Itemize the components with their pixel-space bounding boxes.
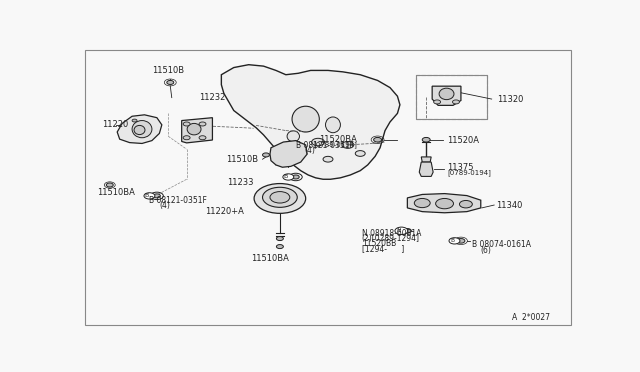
Text: 11510BA: 11510BA: [97, 187, 135, 197]
Text: (4): (4): [159, 201, 170, 211]
Circle shape: [270, 192, 290, 203]
Ellipse shape: [287, 131, 300, 142]
Circle shape: [262, 187, 297, 207]
Circle shape: [154, 194, 161, 198]
Text: B 08121-0351F: B 08121-0351F: [296, 141, 354, 150]
Circle shape: [199, 136, 206, 140]
Ellipse shape: [439, 88, 454, 100]
Polygon shape: [117, 115, 162, 144]
Text: 11232: 11232: [199, 93, 225, 102]
Text: N: N: [397, 228, 401, 233]
Polygon shape: [270, 141, 307, 167]
Text: B: B: [450, 238, 454, 243]
Circle shape: [183, 136, 190, 140]
Text: A  2*0027: A 2*0027: [511, 313, 550, 322]
Circle shape: [199, 122, 206, 126]
Circle shape: [457, 238, 465, 243]
Circle shape: [374, 137, 381, 142]
Circle shape: [414, 198, 430, 208]
Circle shape: [422, 137, 430, 142]
Text: 11320: 11320: [497, 94, 523, 103]
Text: 11510B: 11510B: [227, 155, 259, 164]
Polygon shape: [182, 118, 212, 143]
Text: 11510BA: 11510BA: [251, 254, 289, 263]
Circle shape: [292, 175, 300, 179]
Ellipse shape: [187, 124, 201, 135]
Text: 11375: 11375: [447, 163, 474, 172]
Circle shape: [452, 100, 460, 104]
Circle shape: [132, 119, 137, 122]
Circle shape: [262, 153, 269, 157]
Text: N 08918-6081A: N 08918-6081A: [362, 229, 421, 238]
Circle shape: [276, 244, 284, 248]
Text: B 08121-0351F: B 08121-0351F: [150, 196, 207, 205]
Text: 11520BB: 11520BB: [362, 239, 396, 248]
Circle shape: [395, 227, 408, 235]
Circle shape: [449, 238, 460, 244]
Circle shape: [144, 193, 155, 199]
Text: 11220+A: 11220+A: [205, 207, 244, 216]
Circle shape: [254, 183, 306, 214]
Circle shape: [323, 156, 333, 162]
Text: B: B: [145, 193, 149, 198]
Text: 11233: 11233: [227, 178, 253, 187]
Polygon shape: [416, 75, 486, 119]
Circle shape: [106, 183, 113, 187]
Polygon shape: [432, 86, 461, 105]
Text: (6): (6): [481, 246, 492, 254]
Circle shape: [167, 80, 173, 84]
Ellipse shape: [326, 117, 340, 133]
Text: [0789-0194]: [0789-0194]: [313, 141, 356, 148]
Ellipse shape: [132, 121, 152, 138]
Text: [0789-0194]: [0789-0194]: [447, 170, 491, 176]
Circle shape: [342, 141, 354, 148]
Circle shape: [460, 201, 472, 208]
Circle shape: [283, 174, 294, 180]
Circle shape: [403, 228, 412, 233]
Circle shape: [312, 138, 324, 146]
Polygon shape: [408, 193, 481, 213]
Polygon shape: [421, 157, 431, 162]
Text: 11520BA: 11520BA: [319, 135, 356, 144]
Text: (4): (4): [304, 146, 315, 155]
Ellipse shape: [134, 125, 145, 135]
Bar: [416, 75, 487, 119]
Circle shape: [434, 100, 440, 104]
Circle shape: [183, 122, 190, 126]
Text: B: B: [284, 174, 288, 179]
Polygon shape: [221, 65, 400, 179]
Text: B 08074-0161A: B 08074-0161A: [472, 240, 531, 249]
Text: (2)[0289-1294]: (2)[0289-1294]: [362, 234, 420, 243]
Circle shape: [276, 237, 284, 241]
Text: 11340: 11340: [495, 201, 522, 209]
Polygon shape: [419, 162, 433, 176]
Circle shape: [355, 151, 365, 156]
Circle shape: [436, 198, 454, 209]
Text: 11220: 11220: [102, 121, 129, 129]
Text: [1294-      ]: [1294- ]: [362, 244, 404, 253]
Text: 11520A: 11520A: [447, 136, 479, 145]
Text: 11510B: 11510B: [152, 66, 184, 75]
Ellipse shape: [292, 106, 319, 132]
